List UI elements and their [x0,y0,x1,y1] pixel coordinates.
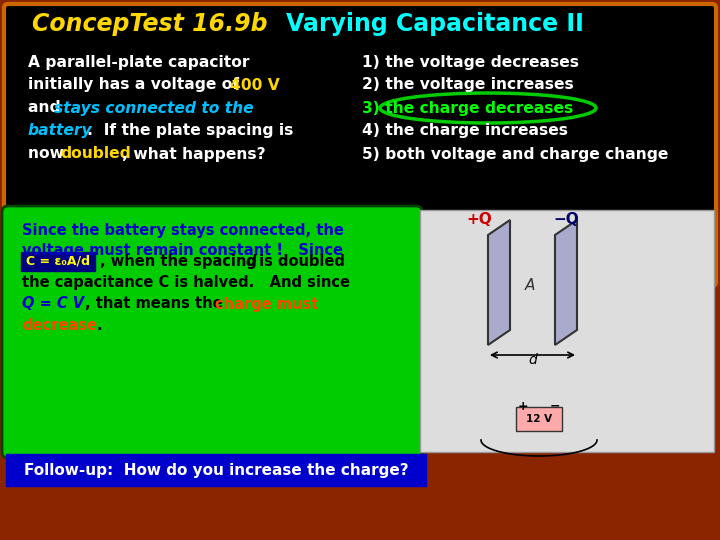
Text: 1) the voltage decreases: 1) the voltage decreases [362,55,579,70]
FancyBboxPatch shape [516,407,562,431]
Text: Q = C V: Q = C V [22,296,84,312]
Text: C = ε₀A/d: C = ε₀A/d [26,255,90,268]
Text: Varying Capacitance II: Varying Capacitance II [286,12,584,36]
Text: −: − [550,400,560,413]
Text: decrease: decrease [22,318,97,333]
Text: , that means the: , that means the [85,296,228,312]
Text: −Q: −Q [553,213,579,227]
Text: doubled: doubled [60,146,131,161]
Text: 400 V: 400 V [230,78,280,92]
Text: , when the spacing: , when the spacing [100,254,262,269]
Text: 3) the charge decreases: 3) the charge decreases [362,100,573,116]
Text: Follow-up:  How do you increase the charge?: Follow-up: How do you increase the charg… [24,462,408,477]
Text: 2) the voltage increases: 2) the voltage increases [362,78,574,92]
Text: Since the battery stays connected, the: Since the battery stays connected, the [22,222,344,238]
Text: battery: battery [28,124,93,138]
FancyBboxPatch shape [6,454,426,486]
Text: A: A [525,278,535,293]
Text: charge must: charge must [215,296,318,312]
FancyBboxPatch shape [420,210,714,452]
Text: ConcepTest 16.9b: ConcepTest 16.9b [32,12,268,36]
Text: stays connected to the: stays connected to the [54,100,253,116]
Text: voltage must remain constant !   Since: voltage must remain constant ! Since [22,244,343,259]
Text: +Q: +Q [466,213,492,227]
Text: A parallel-plate capacitor: A parallel-plate capacitor [28,55,250,70]
Text: .  If the plate spacing is: . If the plate spacing is [87,124,293,138]
Text: 12 V: 12 V [526,414,552,424]
Text: is doubled: is doubled [254,254,345,269]
FancyBboxPatch shape [2,206,422,458]
Text: the capacitance C is halved.   And since: the capacitance C is halved. And since [22,275,350,291]
Text: 4) the charge increases: 4) the charge increases [362,124,568,138]
Text: .: . [97,318,103,333]
Text: and: and [28,100,66,116]
Text: , what happens?: , what happens? [122,146,266,161]
Polygon shape [555,220,577,345]
FancyBboxPatch shape [4,4,716,286]
Text: +: + [518,400,528,413]
Text: now: now [28,146,69,161]
Polygon shape [488,220,510,345]
Text: d: d [528,353,537,367]
Text: 5) both voltage and charge change: 5) both voltage and charge change [362,146,668,161]
Text: d: d [245,254,256,269]
Text: initially has a voltage of: initially has a voltage of [28,78,245,92]
FancyBboxPatch shape [21,252,95,271]
